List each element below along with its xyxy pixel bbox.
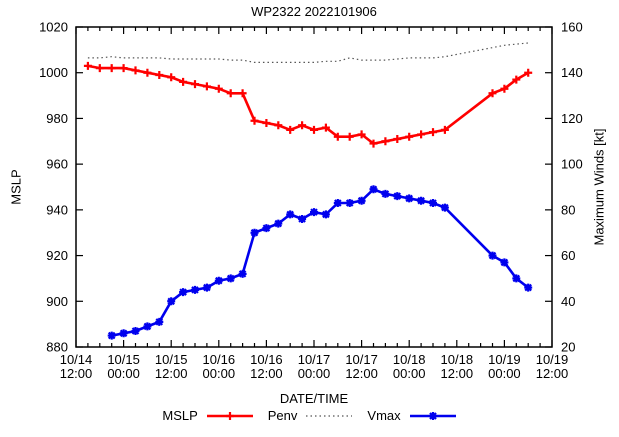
svg-text:980: 980 (46, 111, 68, 126)
svg-text:900: 900 (46, 294, 68, 309)
y-right-tick-labels: 20 40 60 80 100 120 140 160 (561, 20, 583, 355)
svg-text:10/19: 10/19 (536, 352, 569, 367)
svg-text:100: 100 (561, 157, 583, 172)
svg-text:10/18: 10/18 (441, 352, 474, 367)
svg-text:10/14: 10/14 (60, 352, 93, 367)
svg-text:10/15: 10/15 (107, 352, 140, 367)
svg-text:00:00: 00:00 (107, 366, 140, 381)
legend-label-penv: Penv (267, 408, 298, 423)
svg-text:20: 20 (561, 340, 575, 355)
y-axis-right-label: Maximum Winds [kt] (591, 128, 607, 246)
legend-item-vmax: Vmax (367, 408, 456, 423)
svg-text:160: 160 (561, 20, 583, 35)
svg-text:140: 140 (561, 65, 583, 80)
svg-text:60: 60 (561, 248, 575, 263)
svg-text:120: 120 (561, 111, 583, 126)
x-axis-label: DATE/TIME (279, 391, 349, 406)
svg-text:10/18: 10/18 (393, 352, 426, 367)
chart-title: WP2322 2022101906 (251, 4, 377, 19)
y-axis-ticks (76, 26, 552, 348)
legend-label-vmax: Vmax (367, 408, 401, 423)
series-penv (87, 42, 529, 64)
svg-text:10/19: 10/19 (488, 352, 521, 367)
svg-text:00:00: 00:00 (488, 366, 521, 381)
series-mslp (83, 61, 533, 148)
legend-line-sample-penv (305, 410, 353, 422)
chart-legend: MSLP Penv Vmax (0, 408, 619, 423)
svg-text:12:00: 12:00 (250, 366, 283, 381)
svg-text:12:00: 12:00 (155, 366, 188, 381)
svg-text:10/16: 10/16 (250, 352, 283, 367)
svg-text:12:00: 12:00 (60, 366, 93, 381)
svg-text:10/17: 10/17 (345, 352, 378, 367)
x-tick-labels: 10/1412:0010/1500:0010/1512:0010/1600:00… (60, 352, 569, 381)
legend-label-mslp: MSLP (162, 408, 198, 423)
y-axis-left-label: MSLP (8, 169, 24, 205)
legend-line-sample-vmax (409, 410, 457, 422)
svg-text:10/15: 10/15 (155, 352, 188, 367)
svg-text:1000: 1000 (39, 65, 68, 80)
svg-text:12:00: 12:00 (536, 366, 569, 381)
svg-text:12:00: 12:00 (441, 366, 474, 381)
svg-text:920: 920 (46, 248, 68, 263)
series-vmax-markers (107, 185, 533, 340)
svg-text:1020: 1020 (39, 20, 68, 35)
x-axis-ticks (75, 27, 553, 347)
legend-item-mslp: MSLP (162, 408, 253, 423)
svg-text:00:00: 00:00 (298, 366, 331, 381)
svg-text:10/16: 10/16 (203, 352, 236, 367)
svg-text:12:00: 12:00 (345, 366, 378, 381)
legend-line-sample-mslp (206, 410, 254, 422)
svg-text:80: 80 (561, 202, 575, 217)
series-vmax (107, 185, 533, 340)
svg-text:940: 940 (46, 202, 68, 217)
svg-text:40: 40 (561, 294, 575, 309)
svg-text:00:00: 00:00 (203, 366, 236, 381)
y-left-tick-labels: 880 900 920 940 960 980 1000 1020 (39, 20, 68, 355)
svg-text:960: 960 (46, 157, 68, 172)
svg-text:10/17: 10/17 (298, 352, 331, 367)
series-mslp-markers (83, 61, 533, 148)
legend-item-penv: Penv (268, 408, 354, 423)
svg-text:880: 880 (46, 340, 68, 355)
svg-text:00:00: 00:00 (393, 366, 426, 381)
